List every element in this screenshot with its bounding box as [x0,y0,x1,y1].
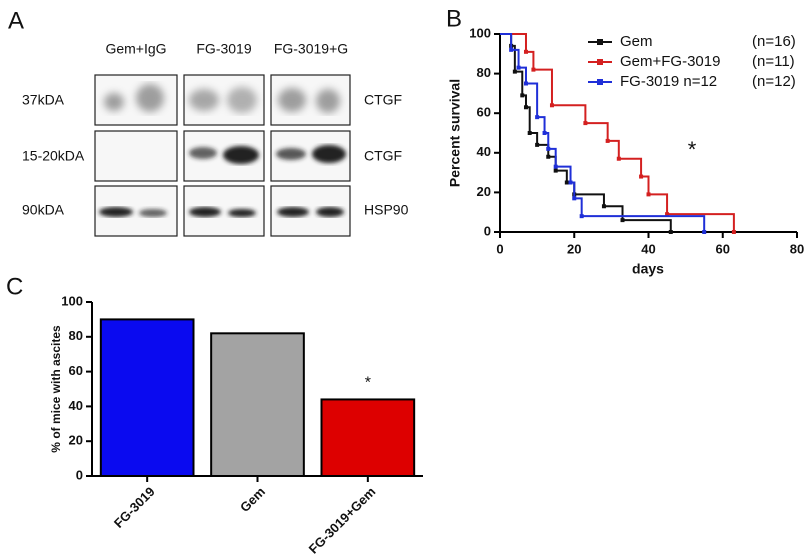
bar [320,398,416,477]
protein-label: CTGF [364,92,402,108]
censor-mark [668,230,673,234]
survival-step [525,82,539,118]
protein-label: CTGF [364,148,402,164]
y-tick-label: 60 [69,363,83,378]
survival-step [648,193,669,215]
y-tick-label: 0 [76,467,83,482]
lane-header: FG-3019+G [274,41,348,57]
survival-step [551,104,587,124]
y-tick-label: 60 [477,105,491,120]
survival-step [581,215,706,232]
legend-label: FG-3019 n=12 [620,73,717,90]
y-axis-label: Percent survival [447,79,463,187]
censor-mark [702,230,707,234]
lane-header: Gem+IgG [105,41,166,57]
panel-label: B [446,5,462,32]
survival-step [618,157,643,177]
survival-step [555,165,572,183]
size-label: 90kDA [22,202,65,218]
y-tick-label: 20 [477,184,491,199]
y-tick-label: 100 [61,293,83,308]
x-tick-label: FG-3019 [111,484,158,531]
survival-step [603,205,624,221]
survival-step [555,169,568,183]
legend-n: (n=16) [752,33,796,50]
survival-step [514,70,524,96]
survival-axes: Percent survival days * [447,34,797,277]
survival-step [511,44,516,72]
protein-label: HSP90 [364,202,409,218]
annotation: * [688,137,697,162]
legend-n: (n=12) [752,73,796,90]
y-tick-label: 100 [469,25,491,40]
survival-step [607,139,620,159]
y-tick-label: 40 [477,144,491,159]
bar [210,332,305,477]
blot-box [94,130,178,182]
bar [99,318,195,477]
legend-label: Gem [620,33,653,50]
x-tick-label: Gem [237,484,268,515]
survival-step [500,33,513,50]
survival-step [585,122,609,141]
x-axis-label: days [632,261,664,277]
lane-header: FG-3019 [196,41,251,57]
survival-step [511,48,520,68]
survival-step [525,106,531,133]
x-tick-label: 60 [716,241,730,256]
survival-step [518,66,527,84]
y-tick-label: 40 [69,398,83,413]
y-tick-label: 80 [69,328,83,343]
size-label: 37kDA [22,92,65,108]
legend-marker [597,79,603,85]
bands-90 [99,207,344,217]
survival-step [548,147,557,167]
annotation: * [365,375,371,392]
y-tick-label: 80 [477,65,491,80]
legend-marker [597,59,603,65]
x-tick-label: FG-3019+Gem [306,484,379,557]
western-blot: Gem+IgG FG-3019 FG-3019+G 37kDA 15-20kDA… [22,41,409,237]
x-tick-label: 40 [641,241,655,256]
survival-step [529,132,539,145]
y-tick-label: 20 [69,433,83,448]
x-tick-label: 80 [790,241,804,256]
survival-step [574,197,583,217]
survival-step [533,68,553,106]
survival-step [544,132,550,149]
survival-step [522,94,527,108]
panel-label: A [8,7,24,34]
x-tick-label: 20 [567,241,581,256]
bands-37 [104,84,340,113]
survival-step [570,181,576,199]
x-tick-label: 0 [496,241,503,256]
survival-step [667,213,735,232]
legend-n: (n=11) [752,53,795,70]
legend-marker [597,39,603,45]
survival-step [574,193,605,207]
panel-label: C [6,273,23,300]
censor-mark [731,230,736,234]
y-axis-label: % of mice with ascites [49,325,63,453]
bands-15-20 [189,145,346,164]
survival-step [537,116,546,133]
legend-label: Gem+FG-3019 [620,53,720,70]
survival-step [622,219,672,232]
survival-step [525,50,535,70]
size-label: 15-20kDA [22,148,85,164]
survival-step [641,175,650,195]
y-tick-label: 0 [484,223,491,238]
